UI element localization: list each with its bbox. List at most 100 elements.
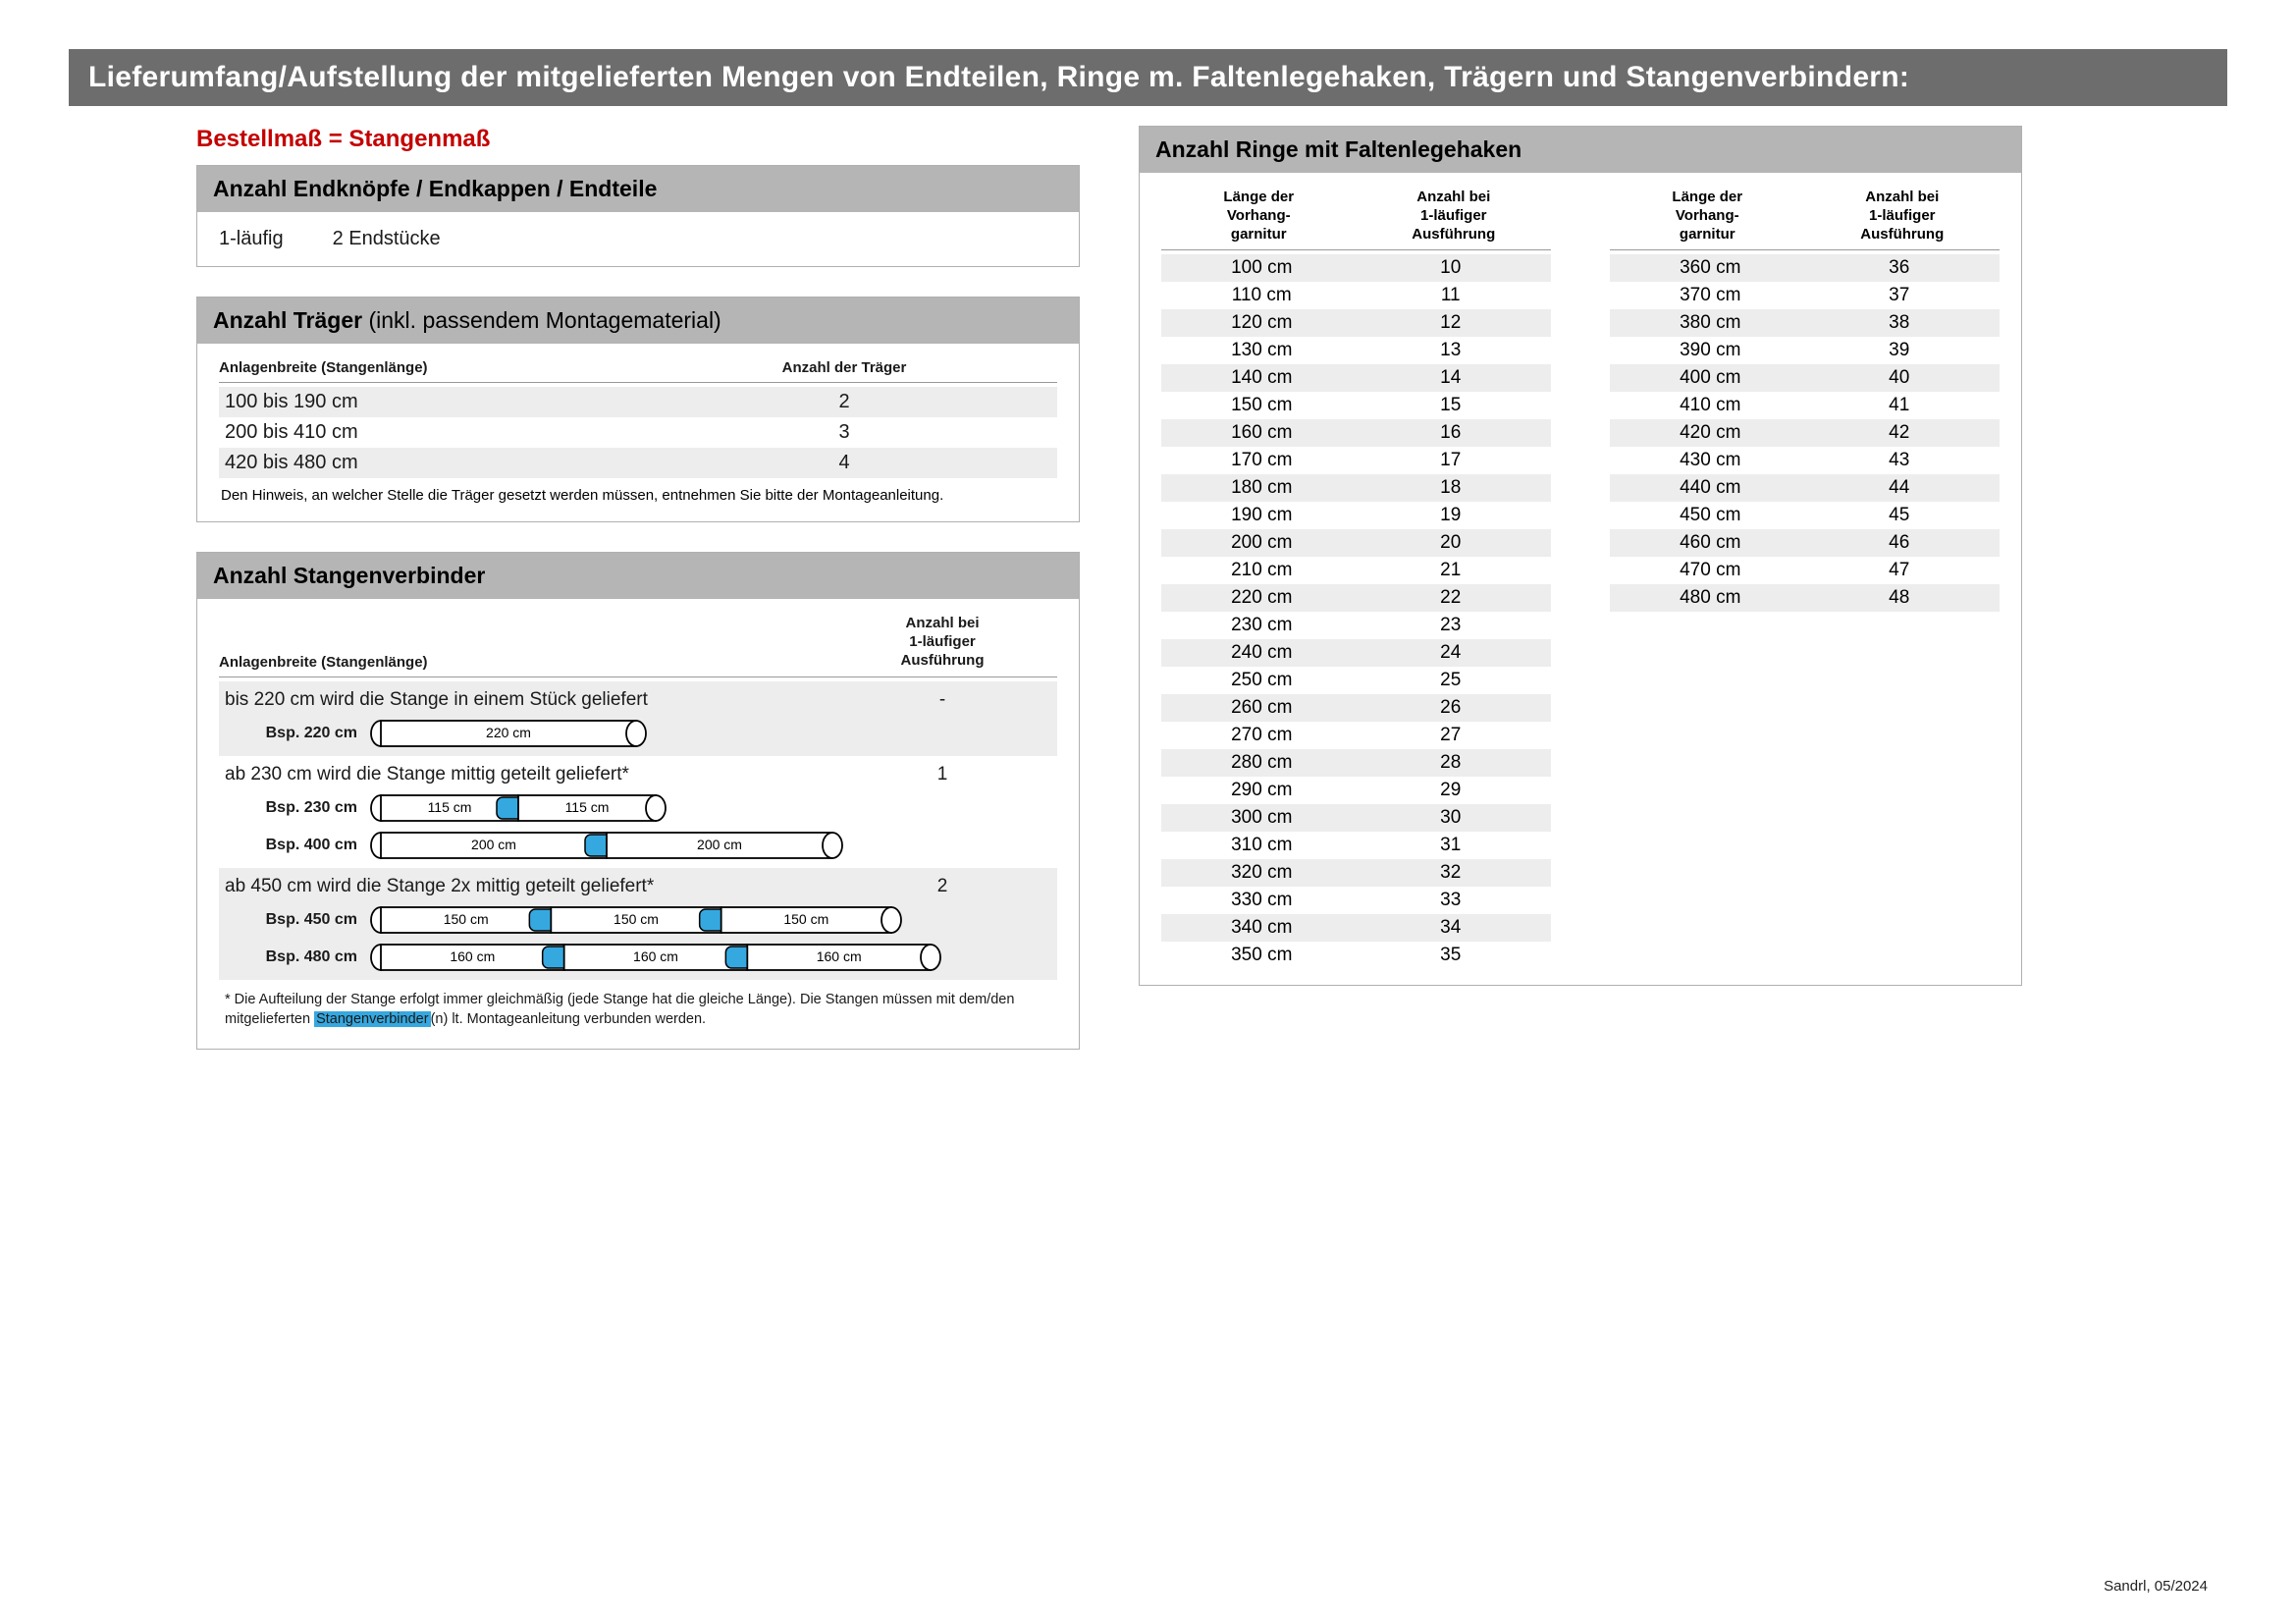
- verbinder-group: ab 230 cm wird die Stange mittig geteilt…: [219, 756, 1057, 868]
- ring-length: 410 cm: [1616, 395, 1805, 416]
- svg-text:150 cm: 150 cm: [614, 911, 659, 927]
- ring-row: 300 cm30: [1161, 804, 1551, 832]
- ring-count: 23: [1357, 615, 1546, 636]
- ring-length: 390 cm: [1616, 340, 1805, 361]
- ring-count: 34: [1357, 917, 1546, 939]
- ring-count: 36: [1805, 257, 1995, 279]
- ringe-left-rows: 100 cm10110 cm11120 cm12130 cm13140 cm14…: [1161, 254, 1551, 969]
- verbinder-group: bis 220 cm wird die Stange in einem Stüc…: [219, 681, 1057, 756]
- traeger-range: 420 bis 480 cm: [225, 452, 637, 474]
- ring-count: 16: [1357, 422, 1546, 444]
- ringe-head-c2: Anzahl bei1-läufigerAusführung: [1357, 189, 1552, 244]
- ring-length: 300 cm: [1167, 807, 1357, 829]
- footnote-post: (n) lt. Montageanleitung verbunden werde…: [431, 1011, 707, 1027]
- ring-length: 250 cm: [1167, 670, 1357, 691]
- svg-text:115 cm: 115 cm: [565, 799, 610, 815]
- ringe-right-col: Länge derVorhang-garnitur Anzahl bei1-lä…: [1610, 189, 2000, 969]
- traeger-head-c1: Anlagenbreite (Stangenlänge): [219, 359, 631, 376]
- rod-diagram: 220 cm: [369, 719, 650, 748]
- traeger-range: 200 bis 410 cm: [225, 421, 637, 444]
- ring-length: 450 cm: [1616, 505, 1805, 526]
- example-label: Bsp. 400 cm: [264, 837, 357, 854]
- ring-length: 340 cm: [1167, 917, 1357, 939]
- rod-diagram: 150 cm 150 cm 150 cm: [369, 905, 905, 935]
- ring-count: 19: [1357, 505, 1546, 526]
- ring-row: 220 cm22: [1161, 584, 1551, 612]
- ring-count: 24: [1357, 642, 1546, 664]
- ring-count: 46: [1805, 532, 1995, 554]
- ring-row: 310 cm31: [1161, 832, 1551, 859]
- ring-count: 43: [1805, 450, 1995, 471]
- ring-count: 20: [1357, 532, 1546, 554]
- verbinder-text: ab 450 cm wird die Stange 2x mittig gete…: [225, 876, 833, 897]
- ring-count: 18: [1357, 477, 1546, 499]
- ring-length: 380 cm: [1616, 312, 1805, 334]
- ring-row: 460 cm46: [1610, 529, 2000, 557]
- ring-row: 410 cm41: [1610, 392, 2000, 419]
- svg-text:160 cm: 160 cm: [633, 948, 678, 964]
- ring-length: 430 cm: [1616, 450, 1805, 471]
- ring-row: 260 cm26: [1161, 694, 1551, 722]
- ring-count: 29: [1357, 780, 1546, 801]
- verbinder-head-c2: Anzahl bei1-läufigerAusführung: [828, 615, 1057, 670]
- rod-diagram: 160 cm160 cm160 cm: [369, 943, 944, 972]
- ring-length: 370 cm: [1616, 285, 1805, 306]
- ring-count: 47: [1805, 560, 1995, 581]
- ring-length: 190 cm: [1167, 505, 1357, 526]
- ring-count: 42: [1805, 422, 1995, 444]
- ringe-right-rows: 360 cm36370 cm37380 cm38390 cm39400 cm40…: [1610, 254, 2000, 612]
- verbinder-example: Bsp. 450 cm 150 cm150 cm150 cm: [264, 905, 1051, 935]
- rod-diagram: 115 cm115 cm: [369, 793, 669, 823]
- ring-length: 440 cm: [1616, 477, 1805, 499]
- ring-count: 28: [1357, 752, 1546, 774]
- traeger-title-bold: Anzahl Träger: [213, 307, 362, 333]
- ring-count: 17: [1357, 450, 1546, 471]
- ring-row: 200 cm20: [1161, 529, 1551, 557]
- ring-row: 390 cm39: [1610, 337, 2000, 364]
- verbinder-count: 1: [833, 764, 1051, 785]
- footnote-highlight: Stangenverbinder: [314, 1011, 430, 1027]
- verbinder-body: Anlagenbreite (Stangenlänge) Anzahl bei1…: [197, 599, 1079, 1049]
- ring-row: 180 cm18: [1161, 474, 1551, 502]
- ring-length: 310 cm: [1167, 835, 1357, 856]
- ring-count: 37: [1805, 285, 1995, 306]
- verbinder-count: -: [833, 689, 1051, 711]
- ring-row: 380 cm38: [1610, 309, 2000, 337]
- ring-row: 320 cm32: [1161, 859, 1551, 887]
- ring-length: 350 cm: [1167, 945, 1357, 966]
- traeger-row: 100 bis 190 cm2: [219, 387, 1057, 417]
- ring-length: 460 cm: [1616, 532, 1805, 554]
- ring-length: 110 cm: [1167, 285, 1357, 306]
- ring-count: 25: [1357, 670, 1546, 691]
- svg-text:160 cm: 160 cm: [817, 948, 862, 964]
- ring-length: 270 cm: [1167, 725, 1357, 746]
- ring-row: 230 cm23: [1161, 612, 1551, 639]
- traeger-rows: 100 bis 190 cm2200 bis 410 cm3420 bis 48…: [219, 387, 1057, 478]
- ring-count: 41: [1805, 395, 1995, 416]
- endteile-body: 1-läufig 2 Endstücke: [197, 212, 1079, 266]
- ring-row: 280 cm28: [1161, 749, 1551, 777]
- example-label: Bsp. 230 cm: [264, 799, 357, 817]
- svg-text:150 cm: 150 cm: [783, 911, 828, 927]
- ringe-title: Anzahl Ringe mit Faltenlegehaken: [1155, 136, 1522, 162]
- ring-row: 190 cm19: [1161, 502, 1551, 529]
- verbinder-example: Bsp. 220 cm 220 cm: [264, 719, 1051, 748]
- ring-length: 210 cm: [1167, 560, 1357, 581]
- verbinder-example: Bsp. 400 cm 200 cm200 cm: [264, 831, 1051, 860]
- section-verbinder: Anzahl Stangenverbinder Anlagenbreite (S…: [196, 552, 1080, 1050]
- ring-length: 420 cm: [1616, 422, 1805, 444]
- ringe-body: Länge derVorhang-garnitur Anzahl bei1-lä…: [1140, 173, 2021, 985]
- ring-length: 220 cm: [1167, 587, 1357, 609]
- verbinder-text-row: ab 230 cm wird die Stange mittig geteilt…: [225, 764, 1051, 785]
- endteile-title: Anzahl Endknöpfe / Endkappen / Endteile: [213, 176, 657, 201]
- ring-row: 150 cm15: [1161, 392, 1551, 419]
- ring-row: 360 cm36: [1610, 254, 2000, 282]
- ringe-left-col: Länge derVorhang-garnitur Anzahl bei1-lä…: [1161, 189, 1551, 969]
- ring-row: 270 cm27: [1161, 722, 1551, 749]
- ringe-right-head: Länge derVorhang-garnitur Anzahl bei1-lä…: [1610, 189, 2000, 250]
- svg-text:150 cm: 150 cm: [444, 911, 489, 927]
- ringe-head-c1: Länge derVorhang-garnitur: [1610, 189, 1805, 244]
- ring-length: 170 cm: [1167, 450, 1357, 471]
- ring-count: 35: [1357, 945, 1546, 966]
- traeger-table-head: Anlagenbreite (Stangenlänge) Anzahl der …: [219, 359, 1057, 383]
